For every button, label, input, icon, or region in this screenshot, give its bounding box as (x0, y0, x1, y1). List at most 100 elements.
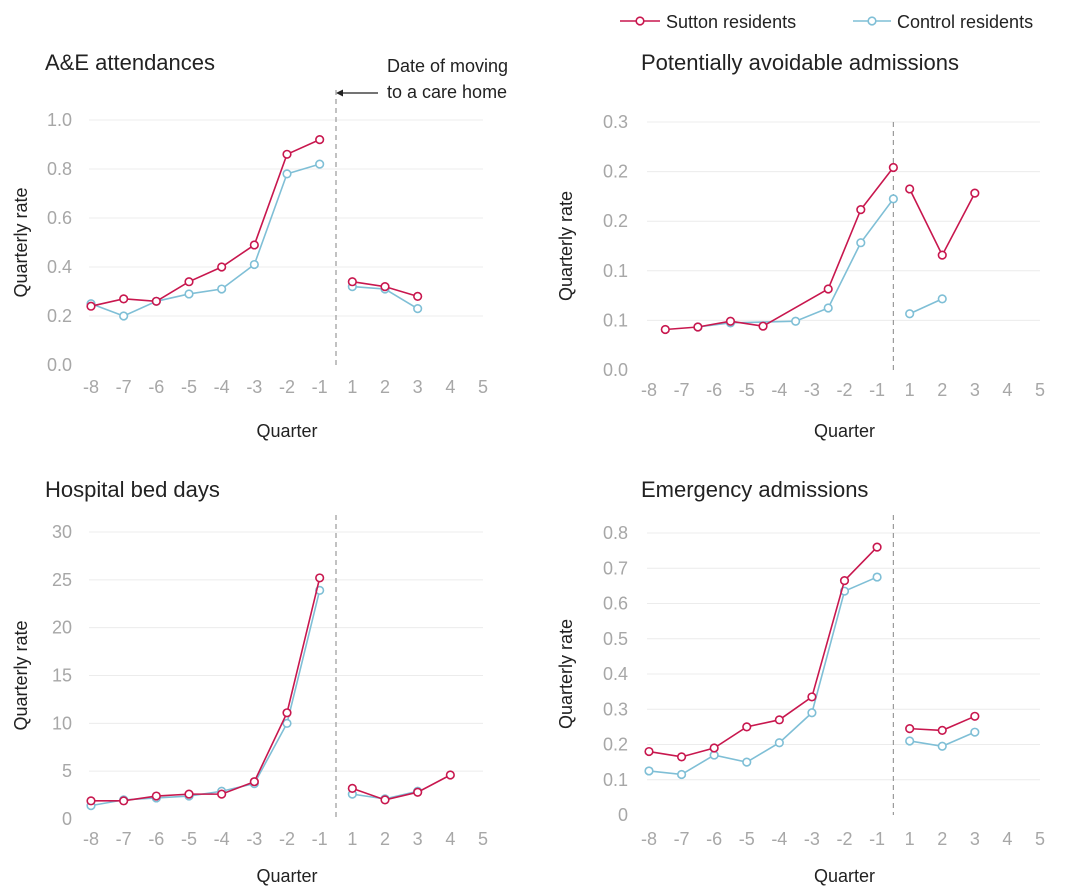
data-point-control (774, 738, 784, 748)
data-point-sutton (709, 743, 719, 753)
x-tick-label: 5 (1035, 829, 1045, 849)
y-axis-label: Quarterly rate (11, 620, 31, 730)
data-point-sutton (86, 301, 96, 311)
x-tick-label: 3 (413, 377, 423, 397)
series-line-sutton (90, 138, 320, 307)
data-point-sutton (217, 262, 227, 272)
legend-label-control: Control residents (897, 12, 1033, 32)
y-tick-label: 0.3 (603, 112, 628, 132)
data-point-control (905, 309, 915, 319)
y-tick-label: 0.0 (47, 355, 72, 375)
x-tick-label: -4 (214, 377, 230, 397)
data-point-control (119, 311, 129, 321)
data-point-sutton (856, 205, 866, 215)
y-tick-label: 0.6 (47, 208, 72, 228)
x-tick-label: -2 (836, 380, 852, 400)
data-point-control (315, 159, 325, 169)
data-point-sutton (872, 542, 882, 552)
x-axis-label: Quarter (256, 866, 317, 886)
data-point-sutton (839, 575, 850, 586)
x-axis-label: Quarter (256, 421, 317, 441)
data-point-control (888, 194, 898, 204)
y-tick-label: 0.4 (603, 664, 628, 684)
chart-title: Emergency admissions (641, 477, 868, 502)
x-tick-label: 3 (413, 829, 423, 849)
data-point-sutton (119, 796, 129, 806)
data-point-sutton (380, 282, 390, 292)
legend-item-control: Control residents (853, 12, 1033, 32)
data-point-control (823, 303, 833, 313)
x-axis-label: Quarter (814, 421, 875, 441)
x-tick-label: -6 (148, 829, 164, 849)
x-tick-label: 5 (1035, 380, 1045, 400)
x-tick-label: -8 (641, 380, 657, 400)
x-tick-label: 1 (347, 829, 357, 849)
data-point-sutton (380, 795, 390, 805)
x-tick-label: -5 (739, 829, 755, 849)
y-tick-label: 0.8 (603, 523, 628, 543)
y-tick-label: 0.2 (603, 735, 628, 755)
x-tick-label: 2 (380, 377, 390, 397)
x-tick-label: -3 (246, 829, 262, 849)
data-point-control (970, 727, 980, 737)
y-tick-label: 30 (52, 522, 72, 542)
x-tick-label: -6 (706, 829, 722, 849)
x-tick-label: -8 (641, 829, 657, 849)
series-line-control (90, 163, 320, 317)
data-point-sutton (119, 294, 129, 304)
y-tick-label: 0.6 (603, 594, 628, 614)
data-point-sutton (347, 783, 357, 793)
legend-label-sutton: Sutton residents (666, 12, 796, 32)
x-tick-label: 5 (478, 829, 488, 849)
y-tick-label: 25 (52, 570, 72, 590)
x-tick-label: -7 (116, 377, 132, 397)
x-tick-label: 3 (970, 380, 980, 400)
x-tick-label: -1 (312, 377, 328, 397)
data-point-sutton (413, 291, 423, 302)
y-tick-label: 0.3 (603, 699, 628, 719)
data-point-sutton (660, 324, 670, 335)
data-point-sutton (249, 777, 259, 787)
x-tick-label: -1 (312, 829, 328, 849)
data-point-sutton (807, 692, 817, 702)
data-point-sutton (445, 770, 455, 780)
series-line-sutton (91, 577, 321, 802)
y-axis-label: Quarterly rate (556, 191, 576, 301)
x-tick-label: 2 (380, 829, 390, 849)
chart-title: Hospital bed days (45, 477, 220, 502)
data-point-control (807, 708, 817, 718)
series-line-sutton (648, 546, 878, 758)
data-point-control (184, 289, 194, 299)
series-line-control (648, 576, 878, 776)
legend-marker-sutton (635, 16, 645, 26)
legend-marker-control (867, 16, 877, 26)
data-point-control (249, 259, 259, 270)
y-tick-label: 0.2 (47, 306, 72, 326)
y-tick-label: 15 (52, 666, 72, 686)
data-point-sutton (693, 322, 703, 332)
y-tick-label: 0.8 (47, 159, 72, 179)
y-tick-label: 0.2 (603, 162, 628, 182)
x-tick-label: -8 (83, 377, 99, 397)
x-tick-label: -6 (148, 377, 164, 397)
legend: Sutton residents Control residents (620, 12, 1033, 32)
left-arrow-icon (336, 89, 378, 97)
x-tick-label: -1 (869, 829, 885, 849)
data-point-sutton (970, 188, 980, 198)
data-point-control (282, 718, 292, 728)
data-point-control (644, 766, 654, 776)
x-tick-label: -6 (706, 380, 722, 400)
x-tick-label: -2 (279, 829, 295, 849)
x-tick-label: 2 (937, 380, 947, 400)
y-tick-label: 0.1 (603, 770, 628, 790)
data-point-sutton (644, 746, 654, 757)
panel-potentially-avoidable-admissions: Potentially avoidable admissions 0.0 0.1 0.… (556, 50, 1045, 441)
y-tick-label: 0.1 (603, 310, 628, 330)
y-tick-label: 0.5 (603, 629, 628, 649)
data-point-sutton (347, 277, 357, 287)
data-point-control (742, 757, 752, 767)
x-tick-label: 4 (1002, 380, 1012, 400)
y-axis-label: Quarterly rate (556, 619, 576, 729)
x-tick-label: -1 (869, 380, 885, 400)
